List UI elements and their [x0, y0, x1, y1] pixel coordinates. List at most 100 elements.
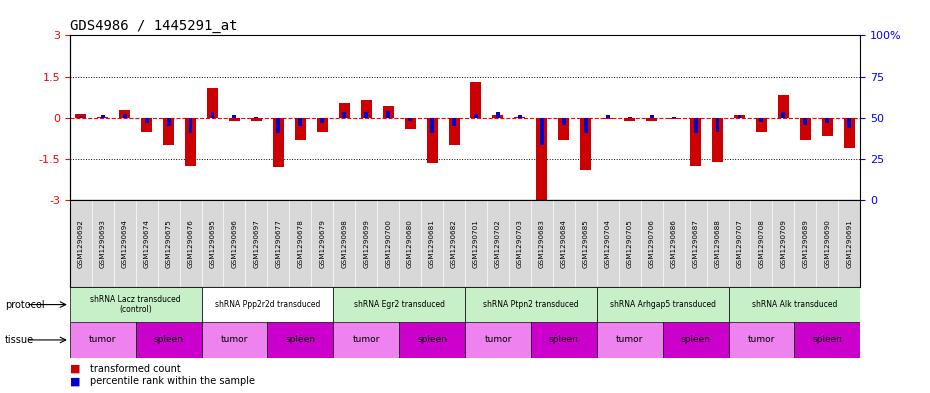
Bar	[650, 115, 654, 118]
Bar	[255, 116, 259, 118]
Text: shRNA Lacz transduced
(control): shRNA Lacz transduced (control)	[90, 295, 181, 314]
Text: spleen: spleen	[812, 336, 843, 344]
Bar	[465, 322, 531, 358]
Bar	[361, 100, 372, 118]
Text: GSM1290704: GSM1290704	[604, 219, 611, 268]
Bar	[558, 118, 569, 140]
Bar	[272, 118, 284, 167]
Bar	[119, 110, 130, 118]
Bar	[804, 118, 807, 125]
Text: GDS4986 / 1445291_at: GDS4986 / 1445291_at	[70, 19, 237, 33]
Bar	[597, 322, 662, 358]
Bar	[166, 118, 170, 126]
Bar	[562, 118, 565, 125]
Text: GSM1290707: GSM1290707	[737, 219, 742, 268]
Bar	[671, 116, 675, 118]
Bar	[202, 322, 267, 358]
Text: GSM1290683: GSM1290683	[538, 219, 545, 268]
Bar	[141, 118, 153, 132]
Text: shRNA Ptpn2 transduced: shRNA Ptpn2 transduced	[483, 300, 578, 309]
Text: ■: ■	[70, 364, 80, 374]
Bar	[452, 118, 456, 126]
Bar	[603, 118, 613, 119]
Text: tumor: tumor	[616, 336, 644, 344]
Bar	[202, 287, 333, 322]
Bar	[537, 118, 548, 200]
Text: GSM1290676: GSM1290676	[188, 219, 193, 268]
Bar	[123, 114, 126, 118]
Bar	[382, 105, 393, 118]
Text: GSM1290708: GSM1290708	[759, 219, 764, 268]
Text: spleen: spleen	[681, 336, 711, 344]
Text: percentile rank within the sample: percentile rank within the sample	[90, 376, 255, 386]
Text: GSM1290675: GSM1290675	[166, 219, 171, 268]
Text: GSM1290685: GSM1290685	[583, 219, 589, 268]
Text: GSM1290680: GSM1290680	[407, 219, 413, 268]
Bar	[728, 287, 860, 322]
Bar	[474, 114, 478, 118]
Bar	[628, 116, 631, 118]
Text: shRNA Ppp2r2d transduced: shRNA Ppp2r2d transduced	[215, 300, 320, 309]
Text: transformed count: transformed count	[90, 364, 181, 374]
Text: GSM1290682: GSM1290682	[451, 219, 457, 268]
Text: spleen: spleen	[549, 336, 578, 344]
Text: spleen: spleen	[286, 336, 315, 344]
Bar	[728, 322, 794, 358]
Bar	[694, 118, 698, 133]
Bar	[427, 118, 437, 163]
Bar	[794, 322, 860, 358]
Bar	[163, 118, 174, 145]
Bar	[251, 118, 262, 121]
Bar	[777, 94, 789, 118]
Bar	[232, 115, 236, 118]
Bar	[715, 118, 720, 132]
Text: GSM1290693: GSM1290693	[100, 219, 106, 268]
Bar	[79, 116, 83, 118]
Bar	[430, 118, 434, 133]
Bar	[189, 118, 193, 133]
Text: GSM1290684: GSM1290684	[561, 219, 566, 268]
Text: GSM1290674: GSM1290674	[143, 219, 150, 268]
Text: GSM1290691: GSM1290691	[846, 219, 852, 268]
Bar	[136, 322, 202, 358]
Bar	[531, 322, 597, 358]
Bar	[333, 287, 465, 322]
Bar	[690, 118, 701, 166]
Text: GSM1290701: GSM1290701	[473, 219, 479, 268]
Bar	[493, 115, 503, 118]
Text: shRNA Egr2 transduced: shRNA Egr2 transduced	[353, 300, 445, 309]
Bar	[408, 118, 412, 121]
Text: tissue: tissue	[5, 335, 33, 345]
Text: tumor: tumor	[220, 336, 248, 344]
Bar	[267, 322, 333, 358]
Bar	[624, 118, 635, 121]
Text: GSM1290690: GSM1290690	[824, 219, 830, 268]
Text: GSM1290689: GSM1290689	[803, 219, 808, 268]
Text: GSM1290695: GSM1290695	[209, 219, 216, 268]
Bar	[737, 115, 741, 118]
Bar	[210, 112, 215, 118]
Bar	[734, 115, 745, 118]
Bar	[295, 118, 306, 140]
Text: GSM1290692: GSM1290692	[78, 219, 84, 268]
Text: shRNA Alk transduced: shRNA Alk transduced	[751, 300, 837, 309]
Text: GSM1290681: GSM1290681	[429, 219, 435, 268]
Text: GSM1290696: GSM1290696	[232, 219, 237, 268]
Bar	[760, 118, 764, 122]
Bar	[514, 116, 525, 118]
Bar	[646, 118, 658, 121]
Text: spleen: spleen	[417, 336, 447, 344]
Text: protocol: protocol	[5, 299, 45, 310]
Bar	[662, 322, 728, 358]
Bar	[299, 118, 302, 126]
Text: GSM1290688: GSM1290688	[714, 219, 721, 268]
Text: shRNA Arhgap5 transduced: shRNA Arhgap5 transduced	[610, 300, 715, 309]
Bar	[712, 118, 723, 162]
Bar	[847, 118, 851, 127]
Text: GSM1290686: GSM1290686	[671, 219, 677, 268]
Bar	[75, 114, 86, 118]
Bar	[605, 115, 610, 118]
Text: GSM1290700: GSM1290700	[385, 219, 392, 268]
Bar	[668, 118, 679, 119]
Bar	[100, 115, 105, 118]
